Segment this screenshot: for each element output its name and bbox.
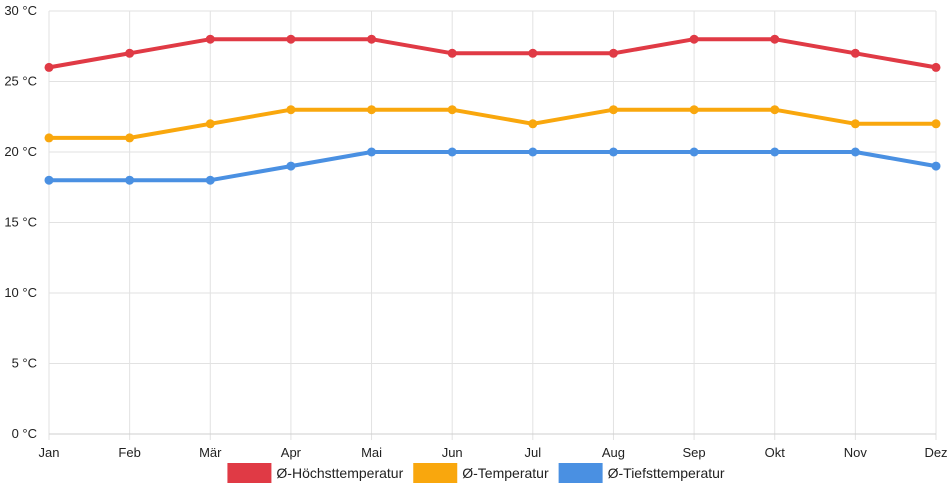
x-tick-label: Feb [118,445,140,460]
x-tick-label: Dez [924,445,947,460]
legend-label-2: Ø-Temperatur [462,465,549,481]
data-point [205,175,215,185]
x-tick-label: Aug [602,445,625,460]
data-point [608,48,618,58]
x-tick-label: Jul [525,445,542,460]
series-line-1 [47,37,938,70]
data-point [608,147,618,157]
data-point [44,133,54,143]
series-group [44,34,941,185]
y-tick-label: 25 °C [4,74,37,89]
x-tick-label: Mai [361,445,382,460]
data-point [850,119,860,129]
legend-label-1: Ø-Höchsttemperatur [276,465,403,481]
data-point [44,62,54,72]
data-point [286,34,296,44]
data-point [447,147,457,157]
data-point [931,62,941,72]
series-line-3 [47,150,938,183]
data-point [528,147,538,157]
data-point [205,34,215,44]
x-tick-label: Mär [199,445,222,460]
data-point [367,105,377,115]
y-axis: 0 °C 5 °C 10 °C 15 °C 20 °C 25 °C 30 °C [4,3,37,441]
data-point [689,34,699,44]
x-tick-label: Apr [281,445,302,460]
data-point [770,34,780,44]
data-point [286,161,296,171]
legend-swatch-3 [558,463,603,483]
x-tick-label: Nov [844,445,868,460]
y-tick-label: 15 °C [4,215,37,230]
x-axis: Jan Feb Mär Apr Mai Jun Jul Aug Sep Okt Nov Dez [39,445,948,460]
data-point [125,175,135,185]
y-tick-label: 0 °C [12,426,37,441]
data-point [528,119,538,129]
x-tick-label: Okt [765,445,786,460]
data-point [205,119,215,129]
data-point [44,175,54,185]
data-point [689,105,699,115]
data-point [286,105,296,115]
data-point [367,147,377,157]
x-tick-label: Sep [683,445,706,460]
legend-swatch-2 [413,463,458,483]
x-tick-label: Jan [39,445,60,460]
data-point [125,133,135,143]
y-tick-label: 20 °C [4,144,37,159]
legend-swatch-1 [227,463,272,483]
data-point [528,48,538,58]
data-point [689,147,699,157]
y-tick-label: 5 °C [12,356,37,371]
y-tick-label: 10 °C [4,285,37,300]
series-line-2 [47,107,938,140]
data-point [367,34,377,44]
legend-label-3: Ø-Tiefsttemperatur [608,465,725,481]
data-point [931,161,941,171]
data-point [770,147,780,157]
legend: Ø-Höchsttemperatur Ø-Temperatur Ø-Tiefstte… [227,463,725,483]
grid-lines [48,10,937,440]
data-point [608,105,618,115]
data-point [850,147,860,157]
data-point [447,105,457,115]
data-point [447,48,457,58]
data-point [931,119,941,129]
data-point [770,105,780,115]
y-tick-label: 30 °C [4,3,37,18]
x-tick-label: Jun [442,445,463,460]
data-point [850,48,860,58]
data-point [125,48,135,58]
